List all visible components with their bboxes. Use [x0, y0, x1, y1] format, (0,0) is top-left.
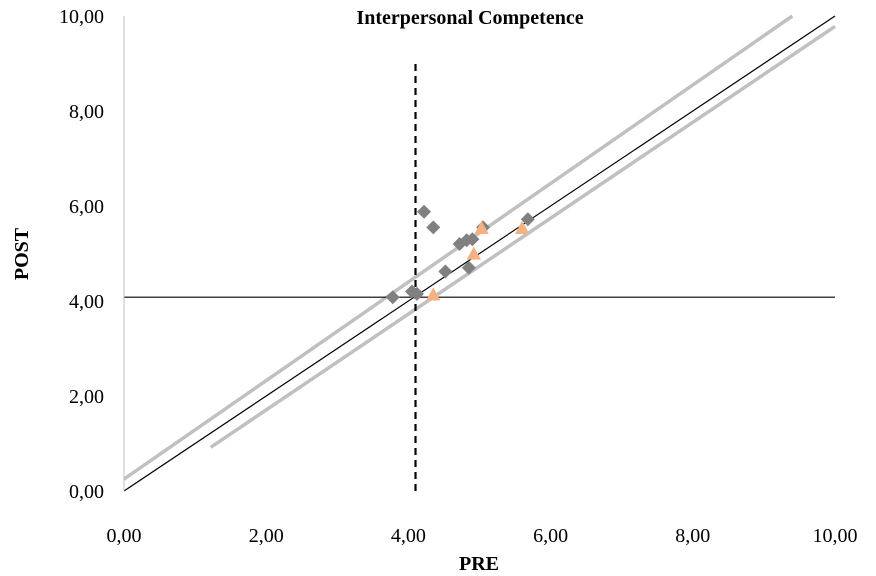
triangle-marker	[514, 220, 530, 234]
y-axis-title: POST	[11, 227, 33, 280]
triangle-marker	[426, 287, 441, 301]
triangle-marker	[474, 220, 489, 234]
diamond-marker	[385, 290, 400, 305]
x-tick-label: 10,00	[813, 525, 858, 547]
y-tick-label: 2,00	[69, 386, 104, 408]
triangle-marker	[466, 246, 482, 260]
x-tick-label: 2,00	[249, 525, 284, 547]
lower-band-line	[209, 24, 836, 449]
identity-line	[123, 15, 836, 492]
x-tick-label: 6,00	[533, 525, 568, 547]
chart-title: Interpersonal Competence	[356, 7, 583, 29]
y-tick-label: 6,00	[69, 196, 104, 218]
diamond-marker	[520, 212, 535, 227]
x-axis-title: PRE	[459, 553, 499, 575]
x-tick-label: 0,00	[107, 525, 142, 547]
diamond-marker	[417, 204, 432, 219]
diamond-marker	[465, 232, 480, 247]
y-tick-label: 4,00	[69, 291, 104, 313]
reference-lines	[123, 14, 836, 492]
y-tick-label: 0,00	[69, 481, 104, 503]
x-tick-label: 4,00	[391, 525, 426, 547]
diamond-marker	[461, 260, 476, 275]
y-tick-labels: 0,00 2,00 4,00 6,00 8,00 10,00	[59, 6, 104, 503]
y-tick-label: 10,00	[59, 6, 104, 28]
diamond-marker	[426, 220, 441, 235]
y-tick-label: 8,00	[69, 101, 104, 123]
diamond-marker	[409, 286, 424, 301]
data-markers	[385, 204, 535, 305]
x-tick-labels: 0,00 2,00 4,00 6,00 8,00 10,00	[107, 525, 858, 547]
diamond-marker	[438, 264, 453, 279]
x-tick-label: 8,00	[675, 525, 710, 547]
